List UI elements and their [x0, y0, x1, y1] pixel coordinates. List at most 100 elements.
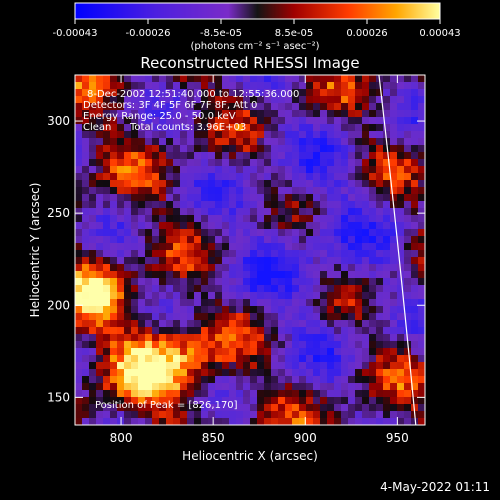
heatmap-cell — [131, 334, 139, 342]
heatmap-cell — [145, 96, 153, 104]
heatmap-cell — [320, 306, 328, 314]
heatmap-cell — [222, 131, 230, 139]
heatmap-cell — [215, 96, 223, 104]
heatmap-cell — [390, 222, 398, 230]
heatmap-cell — [313, 418, 321, 425]
heatmap-cell — [404, 173, 412, 181]
heatmap-cell — [250, 117, 258, 125]
heatmap-cell — [411, 110, 419, 118]
heatmap-cell — [362, 117, 370, 125]
heatmap-cell — [145, 243, 153, 251]
heatmap-cell — [397, 390, 405, 398]
heatmap-cell — [89, 138, 97, 146]
heatmap-cell — [257, 82, 265, 90]
heatmap-cell — [131, 362, 139, 370]
heatmap-cell — [89, 187, 97, 195]
heatmap-cell — [103, 285, 111, 293]
heatmap-cell — [390, 362, 398, 370]
heatmap-cell — [187, 257, 195, 265]
heatmap-cell — [96, 110, 104, 118]
heatmap-cell — [215, 82, 223, 90]
heatmap-cell — [180, 187, 188, 195]
heatmap-cell — [334, 397, 342, 405]
heatmap-cell — [299, 229, 307, 237]
heatmap-cell — [138, 355, 146, 363]
heatmap-cell — [418, 159, 425, 167]
heatmap-cell — [278, 299, 286, 307]
heatmap-cell — [96, 376, 104, 384]
heatmap-cell — [173, 355, 181, 363]
heatmap-cell — [75, 320, 83, 328]
heatmap-cell — [306, 159, 314, 167]
heatmap-cell — [152, 250, 160, 258]
heatmap-cell — [390, 236, 398, 244]
heatmap-cell — [334, 404, 342, 412]
colorbar-label: (photons cm⁻² s⁻¹ asec⁻²) — [190, 41, 319, 52]
heatmap-cell — [166, 418, 174, 425]
heatmap-cell — [390, 397, 398, 405]
heatmap-cell — [145, 229, 153, 237]
heatmap-cell — [152, 243, 160, 251]
heatmap-cell — [159, 299, 167, 307]
heatmap-cell — [292, 236, 300, 244]
heatmap-cell — [201, 82, 209, 90]
heatmap-cell — [348, 243, 356, 251]
heatmap-cell — [418, 369, 425, 377]
heatmap-cell — [103, 348, 111, 356]
heatmap-cell — [362, 292, 370, 300]
heatmap-cell — [145, 285, 153, 293]
heatmap-cell — [404, 264, 412, 272]
x-tick-label: 900 — [294, 431, 317, 445]
heatmap-cell — [103, 306, 111, 314]
heatmap-cell — [418, 103, 425, 111]
heatmap-cell — [257, 285, 265, 293]
heatmap-cell — [418, 215, 425, 223]
heatmap-cell — [201, 383, 209, 391]
heatmap-cell — [201, 215, 209, 223]
heatmap-cell — [348, 313, 356, 321]
heatmap-cell — [383, 306, 391, 314]
heatmap-cell — [362, 201, 370, 209]
heatmap-cell — [110, 327, 118, 335]
heatmap-cell — [383, 166, 391, 174]
heatmap-cell — [75, 187, 83, 195]
heatmap-cell — [397, 82, 405, 90]
heatmap-cell — [341, 117, 349, 125]
heatmap-cell — [152, 152, 160, 160]
heatmap-cell — [173, 369, 181, 377]
heatmap-cell — [348, 110, 356, 118]
heatmap-cell — [306, 292, 314, 300]
heatmap-cell — [131, 292, 139, 300]
heatmap-cell — [131, 383, 139, 391]
heatmap-cell — [362, 341, 370, 349]
heatmap-cell — [187, 362, 195, 370]
heatmap-cell — [75, 271, 83, 279]
heatmap-cell — [201, 145, 209, 153]
heatmap-cell — [180, 243, 188, 251]
heatmap-cell — [180, 250, 188, 258]
heatmap-cell — [306, 103, 314, 111]
heatmap-cell — [411, 124, 419, 132]
heatmap-cell — [124, 243, 132, 251]
heatmap-cell — [138, 103, 146, 111]
heatmap-cell — [229, 362, 237, 370]
heatmap-cell — [271, 313, 279, 321]
heatmap-cell — [299, 236, 307, 244]
heatmap-cell — [215, 376, 223, 384]
heatmap-cell — [306, 327, 314, 335]
heatmap-cell — [187, 348, 195, 356]
heatmap-cell — [131, 299, 139, 307]
heatmap-cell — [397, 278, 405, 286]
heatmap-cell — [187, 124, 195, 132]
heatmap-cell — [355, 117, 363, 125]
heatmap-cell — [117, 89, 125, 97]
heatmap-cell — [89, 341, 97, 349]
heatmap-cell — [75, 173, 83, 181]
heatmap-cell — [131, 390, 139, 398]
heatmap-cell — [250, 152, 258, 160]
heatmap-cell — [89, 327, 97, 335]
heatmap-cell — [138, 264, 146, 272]
heatmap-cell — [362, 180, 370, 188]
heatmap-cell — [96, 278, 104, 286]
heatmap-cell — [159, 103, 167, 111]
